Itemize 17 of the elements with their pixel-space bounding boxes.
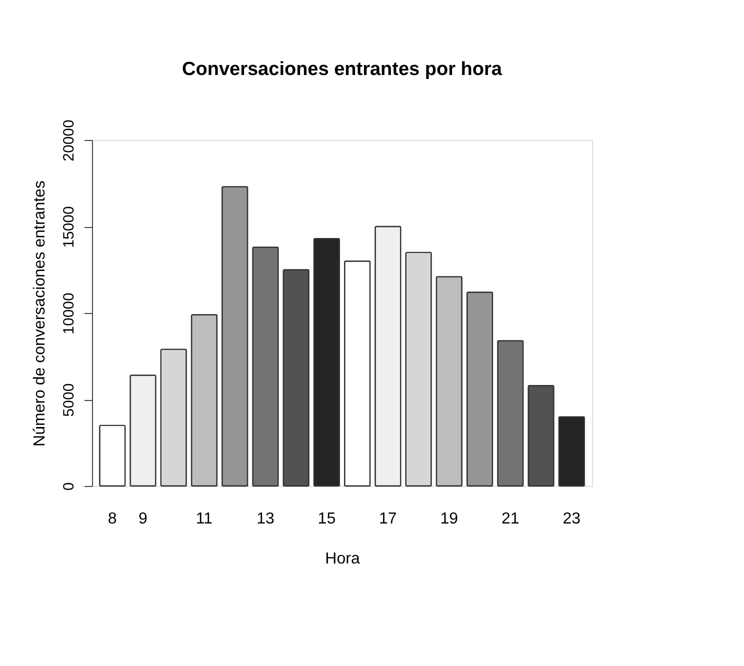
x-tick-label: 21 <box>502 510 520 528</box>
y-tick-label: 10000 <box>60 292 78 334</box>
x-tick-label: 19 <box>440 510 458 528</box>
y-tick-label: 0 <box>60 482 78 491</box>
x-tick-label: 23 <box>562 510 581 528</box>
x-tick-label: 17 <box>379 510 397 528</box>
chart-title: Conversaciones entrantes por hora <box>182 59 502 80</box>
y-tick-label: 20000 <box>60 120 78 162</box>
y-axis-title: Número de conversaciones entrantes <box>32 180 48 446</box>
x-tick-label: 15 <box>318 510 336 528</box>
y-tick-label: 5000 <box>60 383 78 417</box>
x-tick-label: 11 <box>196 510 213 528</box>
x-tick-label: 8 <box>108 510 117 528</box>
x-tick-label: 9 <box>138 510 148 528</box>
x-tick-label: 13 <box>256 510 274 528</box>
y-tick-label: 15000 <box>60 206 78 248</box>
x-axis-title: Hora <box>325 550 360 568</box>
